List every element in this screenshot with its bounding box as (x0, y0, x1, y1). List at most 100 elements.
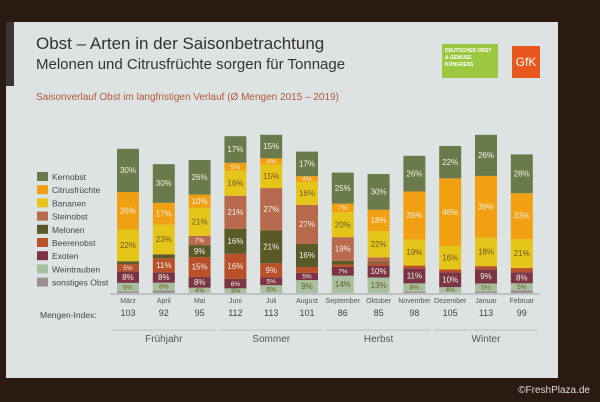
data-label: 30% (371, 188, 387, 197)
index-value: 103 (120, 308, 135, 318)
bar-segment (510, 193, 533, 239)
bar-segment (260, 164, 283, 189)
index-value: 99 (517, 308, 527, 318)
slide: Obst – Arten in der Saisonbetrachtung Me… (6, 22, 558, 378)
bar-segment (296, 243, 318, 268)
bar-segment (403, 239, 426, 266)
bar-segment (188, 287, 211, 293)
bar-segment (117, 271, 139, 283)
legend-label: Bananen (52, 198, 86, 208)
bar-segment (510, 238, 533, 269)
index-value: 95 (195, 308, 205, 318)
data-label: 25% (335, 184, 351, 193)
bar-segment (439, 269, 462, 273)
bar-segment (117, 282, 139, 292)
bar-segment (475, 134, 497, 176)
data-label: 10% (192, 197, 208, 206)
data-label: 5% (123, 265, 133, 272)
data-label: 5% (302, 274, 312, 281)
bar-segment (403, 268, 426, 284)
data-label: 22% (371, 240, 387, 249)
bar-segment (475, 175, 497, 238)
bar-segment (296, 151, 318, 177)
bar-segment (331, 266, 354, 276)
data-label: 17% (156, 209, 172, 218)
data-label: 4% (302, 176, 312, 183)
index-value: 101 (299, 308, 314, 318)
index-value: 113 (264, 308, 278, 318)
index-value: 98 (409, 308, 419, 318)
bar-segment (510, 154, 533, 194)
bar-segment (152, 272, 175, 283)
data-label: 26% (192, 173, 208, 182)
bar-segment (475, 266, 497, 270)
bar-segment (439, 178, 462, 246)
season-label: Herbst (364, 334, 394, 345)
data-label: 11% (407, 272, 422, 281)
data-label: 8% (516, 273, 528, 282)
month-label: Juli (266, 298, 277, 305)
data-label: 9% (480, 272, 492, 281)
bar-segment (224, 253, 247, 279)
data-label: 16% (442, 253, 458, 262)
bar-segment (367, 262, 390, 264)
data-label: 20% (335, 220, 351, 229)
data-label: 27% (263, 205, 279, 214)
bar-segment (188, 257, 211, 278)
month-label: Februar (510, 298, 535, 305)
legend-label: Citrusfrüchte (52, 185, 100, 195)
legend-swatch (37, 238, 48, 247)
legend-swatch (37, 277, 48, 287)
data-label: 4% (266, 159, 276, 166)
bar-segment (403, 283, 426, 292)
legend-label: Weintrauben (52, 264, 100, 274)
index-label: Mengen-Index: (40, 310, 97, 320)
data-label: 9% (265, 266, 277, 275)
data-label: 5% (517, 284, 527, 291)
bar-segment (367, 231, 390, 258)
bar-segment (260, 277, 283, 286)
bar-segment (475, 269, 497, 284)
data-label: 13% (371, 281, 387, 290)
data-label: 21% (192, 218, 208, 227)
bar-segment (403, 155, 426, 192)
data-label: 19% (335, 245, 351, 254)
data-label: 30% (156, 179, 172, 188)
data-label: 33% (514, 212, 530, 221)
data-label: 9% (194, 247, 206, 256)
bar-segment (331, 260, 354, 265)
month-label: Oktober (366, 298, 392, 305)
bar-segment (188, 194, 211, 208)
bar-segment (117, 229, 139, 262)
bar-segment (224, 195, 247, 229)
data-label: 5% (481, 285, 491, 292)
bar-segment (224, 170, 247, 196)
bar-segment (152, 254, 175, 259)
index-value: 105 (443, 308, 458, 318)
bar-segment (510, 268, 533, 273)
bar-segment (439, 146, 462, 179)
data-label: 7% (338, 268, 348, 275)
bar-segment (510, 272, 533, 284)
title-accent-bar (6, 22, 14, 86)
month-label: Dezember (434, 298, 467, 305)
month-label: Mai (194, 298, 206, 305)
bar-segment (331, 237, 354, 261)
bar-segment (331, 203, 354, 213)
bar-segment (224, 288, 247, 293)
bar-segment (117, 148, 139, 193)
bar-segment (367, 174, 390, 210)
legend-label: Kernobst (52, 172, 87, 182)
bar-segment (117, 264, 139, 272)
bar-segment (224, 136, 247, 163)
data-label: 6% (231, 281, 241, 288)
data-label: 10% (442, 275, 458, 284)
data-label: 3% (231, 288, 241, 295)
slide-subtitle: Melonen und Citrusfrüchte sorgen für Ton… (36, 56, 346, 73)
data-label: 4% (195, 288, 205, 295)
data-label: 16% (299, 251, 315, 260)
bar-segment (117, 291, 139, 293)
bar-segment (188, 160, 211, 195)
data-label: 5% (266, 286, 276, 293)
bar-segment (260, 285, 283, 293)
